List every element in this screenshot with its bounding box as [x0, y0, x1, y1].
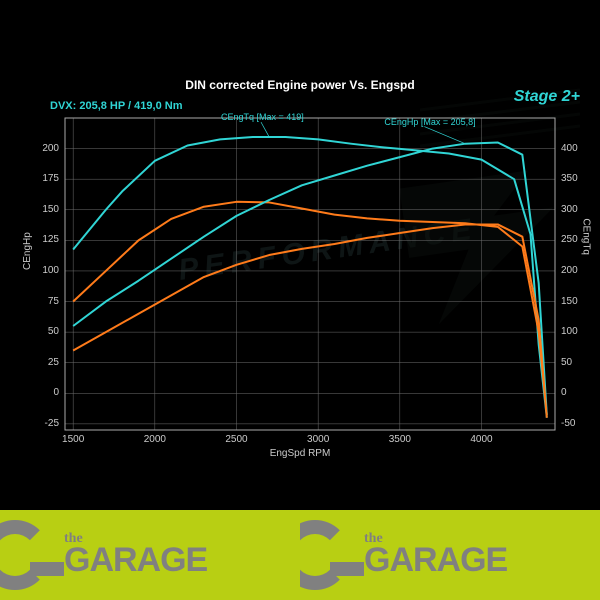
wrench-icon — [0, 520, 50, 590]
tick-label: 100 — [561, 326, 578, 337]
tick-label: 2000 — [140, 434, 170, 445]
wrench-icon — [300, 520, 350, 590]
tick-label: 400 — [561, 143, 578, 154]
tick-label: 250 — [561, 234, 578, 245]
x-axis-label: EngSpd RPM — [0, 448, 600, 459]
tick-label: -50 — [561, 418, 575, 429]
chart-annotation: CEngHp [Max = 205,8] — [384, 117, 475, 127]
tick-label: 300 — [561, 204, 578, 215]
tick-label: 200 — [31, 143, 59, 154]
logo-band: the GARAGE the GARAGE — [0, 510, 600, 600]
y-axis-right-label: CEngTq — [581, 218, 592, 255]
tick-label: 3000 — [303, 434, 333, 445]
tick-label: 25 — [31, 357, 59, 368]
tick-label: -25 — [31, 418, 59, 429]
tick-label: 0 — [31, 387, 59, 398]
tick-label: 125 — [31, 234, 59, 245]
tick-label: 50 — [561, 357, 572, 368]
tick-label: 75 — [31, 296, 59, 307]
tick-label: 200 — [561, 265, 578, 276]
tick-label: 150 — [31, 204, 59, 215]
tick-label: 4000 — [467, 434, 497, 445]
tick-label: 1500 — [58, 434, 88, 445]
chart-annotation: CEngTq [Max = 419] — [221, 112, 304, 122]
tick-label: 150 — [561, 296, 578, 307]
tick-label: 3500 — [385, 434, 415, 445]
tick-label: 350 — [561, 173, 578, 184]
tick-label: 100 — [31, 265, 59, 276]
logo-cell: the GARAGE — [300, 510, 600, 600]
tick-label: 2500 — [222, 434, 252, 445]
tick-label: 175 — [31, 173, 59, 184]
logo-garage: GARAGE — [64, 541, 207, 580]
tick-label: 50 — [31, 326, 59, 337]
tick-label: 0 — [561, 387, 567, 398]
logo-garage: GARAGE — [364, 541, 507, 580]
logo-cell: the GARAGE — [0, 510, 300, 600]
